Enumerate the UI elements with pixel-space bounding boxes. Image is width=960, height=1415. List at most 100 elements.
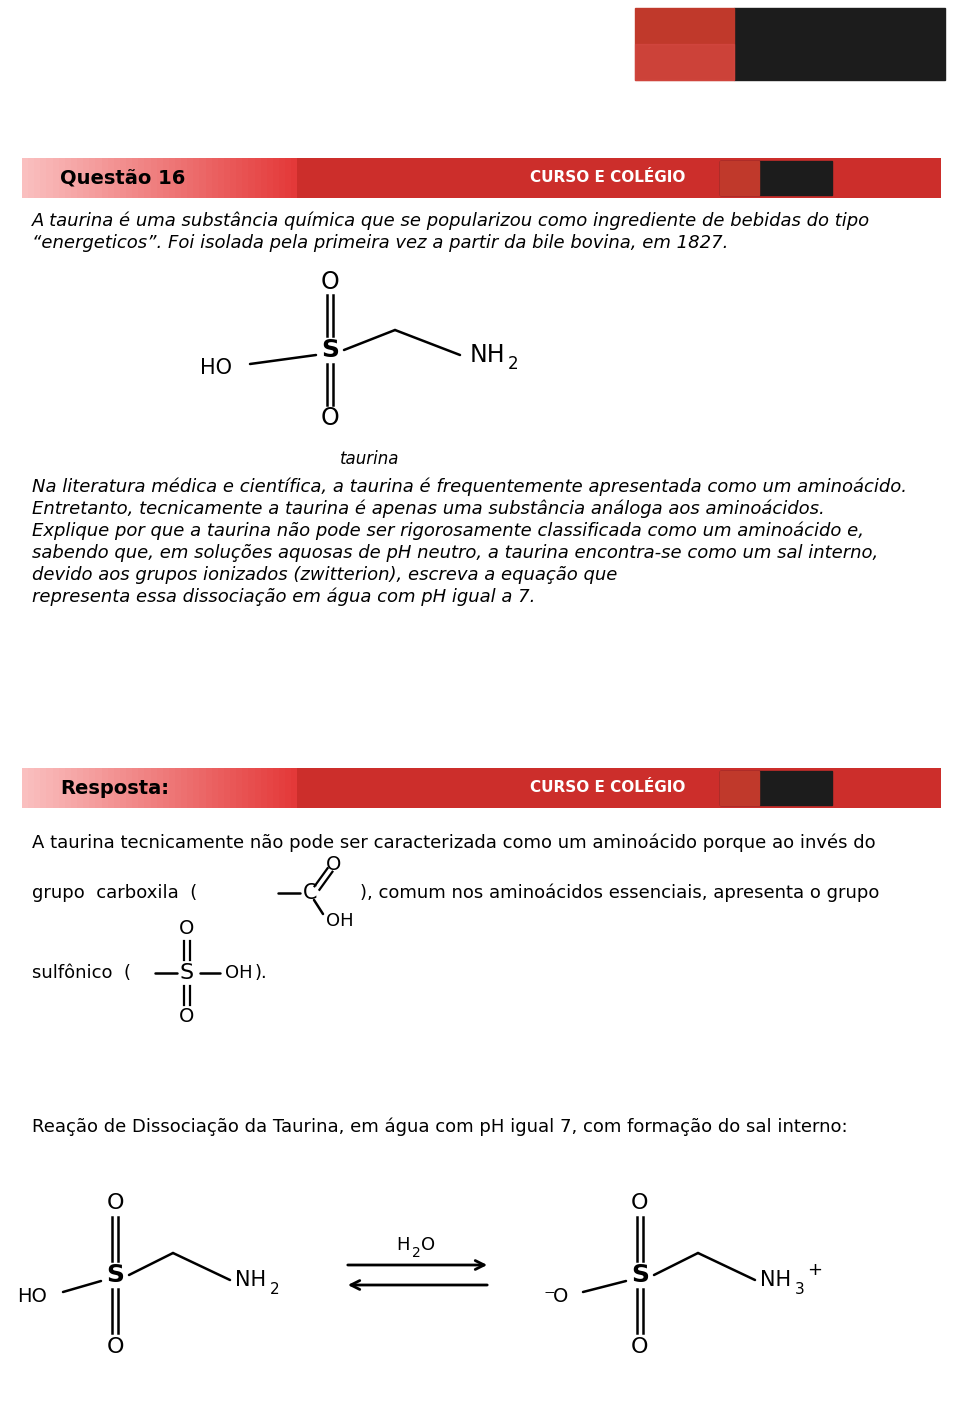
Bar <box>664 768 671 808</box>
Bar <box>95 768 102 808</box>
Text: Questão 16: Questão 16 <box>60 168 185 188</box>
Bar <box>181 158 188 198</box>
Bar <box>720 161 759 195</box>
Bar <box>542 768 549 808</box>
Bar <box>536 768 542 808</box>
Bar <box>53 158 60 198</box>
Bar <box>653 768 659 808</box>
Bar <box>22 158 29 198</box>
Bar <box>713 158 720 198</box>
Text: DO ESTUDANTE: DO ESTUDANTE <box>799 59 880 69</box>
Bar <box>359 158 365 198</box>
Bar <box>751 158 756 198</box>
Bar <box>635 8 734 81</box>
Bar <box>230 768 237 808</box>
Bar <box>377 768 384 808</box>
Bar <box>708 768 714 808</box>
Bar <box>903 158 910 198</box>
Bar <box>475 768 482 808</box>
Bar <box>720 161 832 195</box>
Bar <box>77 768 84 808</box>
Bar <box>610 158 616 198</box>
Bar <box>762 768 769 808</box>
Bar <box>873 768 879 808</box>
Bar <box>646 158 653 198</box>
Bar <box>408 768 414 808</box>
Bar <box>738 768 745 808</box>
Bar <box>187 158 194 198</box>
Bar <box>46 768 53 808</box>
Text: DO ESTUDANTE: DO ESTUDANTE <box>775 795 813 799</box>
Bar <box>927 158 934 198</box>
Text: devido aos grupos ionizados (zwitterion), escreva a equação que: devido aos grupos ionizados (zwitterion)… <box>32 566 617 584</box>
Bar <box>517 158 524 198</box>
Bar <box>585 768 591 808</box>
Bar <box>659 158 665 198</box>
Bar <box>836 768 843 808</box>
Bar <box>114 768 120 808</box>
Bar <box>499 768 506 808</box>
Bar <box>891 768 898 808</box>
Bar <box>475 158 482 198</box>
Bar <box>77 158 84 198</box>
Bar <box>530 158 537 198</box>
Bar <box>156 768 163 808</box>
Text: OFICINA: OFICINA <box>776 21 904 50</box>
Bar <box>762 158 769 198</box>
Bar <box>156 158 163 198</box>
Text: 3: 3 <box>795 1282 804 1296</box>
Bar <box>787 768 794 808</box>
Bar <box>591 768 598 808</box>
Bar <box>249 768 255 808</box>
Bar <box>628 768 635 808</box>
Bar <box>873 158 879 198</box>
Bar <box>622 768 629 808</box>
Bar <box>922 158 928 198</box>
Bar <box>744 158 751 198</box>
Bar <box>414 158 420 198</box>
Text: “energeticos”. Foi isolada pela primeira vez a partir da bile bovina, em 1827.: “energeticos”. Foi isolada pela primeira… <box>32 233 729 252</box>
Bar <box>702 158 708 198</box>
Bar <box>726 768 732 808</box>
Text: C: C <box>302 883 317 903</box>
Bar <box>800 158 805 198</box>
Bar <box>310 158 316 198</box>
Bar <box>377 158 384 198</box>
Bar <box>316 158 323 198</box>
Bar <box>756 158 763 198</box>
Bar <box>506 158 512 198</box>
Bar <box>463 158 469 198</box>
Bar <box>548 768 555 808</box>
Bar <box>328 768 335 808</box>
Bar <box>40 158 47 198</box>
Bar <box>481 768 488 808</box>
Text: +: + <box>807 1261 822 1279</box>
Bar <box>769 158 776 198</box>
Text: grupo  carboxila  (: grupo carboxila ( <box>32 884 197 901</box>
Text: NH: NH <box>760 1271 791 1290</box>
Bar <box>236 158 243 198</box>
Bar <box>340 768 347 808</box>
Text: A taurina tecnicamente não pode ser caracterizada como um aminoácido porque ao i: A taurina tecnicamente não pode ser cara… <box>32 833 876 852</box>
Text: Entretanto, tecnicamente a taurina é apenas uma substância análoga aos aminoácid: Entretanto, tecnicamente a taurina é ape… <box>32 499 825 518</box>
Bar <box>677 158 684 198</box>
Bar <box>524 158 531 198</box>
Text: CURSO E COLÉGIO: CURSO E COLÉGIO <box>530 170 685 185</box>
Bar <box>615 768 622 808</box>
Bar <box>793 768 800 808</box>
Text: OFICINA: OFICINA <box>768 170 820 180</box>
Bar <box>536 158 542 198</box>
Bar <box>548 158 555 198</box>
Bar <box>432 768 439 808</box>
Bar <box>805 768 812 808</box>
Bar <box>885 158 892 198</box>
Bar <box>365 158 372 198</box>
Bar <box>303 158 310 198</box>
Bar <box>359 768 365 808</box>
Bar <box>224 158 230 198</box>
Bar <box>653 158 659 198</box>
Text: HO: HO <box>200 358 232 378</box>
Bar <box>212 158 218 198</box>
Bar <box>22 768 29 808</box>
Text: sulfônico  (: sulfônico ( <box>32 964 131 982</box>
